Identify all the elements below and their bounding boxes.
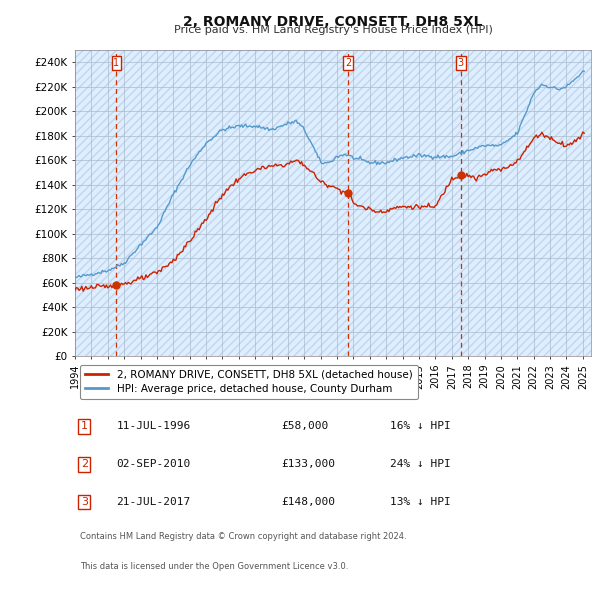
Text: This data is licensed under the Open Government Licence v3.0.: This data is licensed under the Open Gov…	[80, 562, 349, 571]
Text: 2: 2	[81, 459, 88, 469]
Text: 1: 1	[113, 58, 119, 68]
Text: 02-SEP-2010: 02-SEP-2010	[116, 459, 191, 469]
Text: Contains HM Land Registry data © Crown copyright and database right 2024.: Contains HM Land Registry data © Crown c…	[80, 532, 407, 541]
Text: 13% ↓ HPI: 13% ↓ HPI	[390, 497, 451, 507]
Text: £133,000: £133,000	[281, 459, 335, 469]
Text: Price paid vs. HM Land Registry's House Price Index (HPI): Price paid vs. HM Land Registry's House …	[173, 25, 493, 35]
Text: 2, ROMANY DRIVE, CONSETT, DH8 5XL: 2, ROMANY DRIVE, CONSETT, DH8 5XL	[183, 15, 483, 29]
Text: 16% ↓ HPI: 16% ↓ HPI	[390, 421, 451, 431]
Text: 1: 1	[81, 421, 88, 431]
Legend: 2, ROMANY DRIVE, CONSETT, DH8 5XL (detached house), HPI: Average price, detached: 2, ROMANY DRIVE, CONSETT, DH8 5XL (detac…	[80, 365, 418, 399]
Text: 11-JUL-1996: 11-JUL-1996	[116, 421, 191, 431]
Text: £148,000: £148,000	[281, 497, 335, 507]
Text: 2: 2	[345, 58, 351, 68]
Text: £58,000: £58,000	[281, 421, 329, 431]
Text: 21-JUL-2017: 21-JUL-2017	[116, 497, 191, 507]
Text: 24% ↓ HPI: 24% ↓ HPI	[390, 459, 451, 469]
Text: 3: 3	[81, 497, 88, 507]
Text: 3: 3	[458, 58, 464, 68]
